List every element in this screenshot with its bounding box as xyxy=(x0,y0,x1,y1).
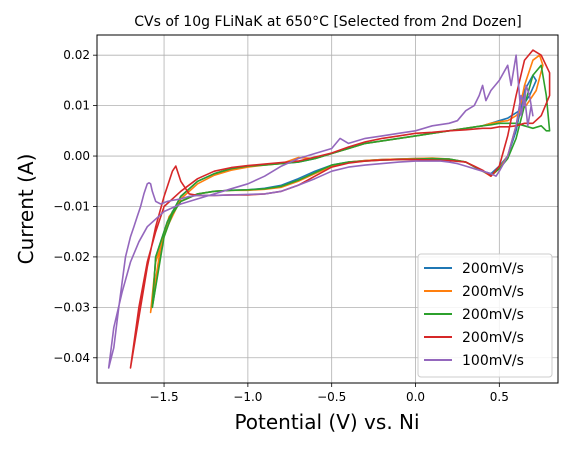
series-line-5 xyxy=(107,54,534,369)
legend-label-2: 200mV/s xyxy=(462,284,524,300)
y-tick-label: −0.02 xyxy=(53,250,90,264)
x-tick-label: −0.5 xyxy=(317,390,346,404)
legend-label-5: 100mV/s xyxy=(462,353,524,369)
chart-title: CVs of 10g FLiNaK at 650°C [Selected fro… xyxy=(134,14,521,30)
x-tick-label: −1.5 xyxy=(149,390,178,404)
legend-label-3: 200mV/s xyxy=(462,307,524,323)
plot-frame xyxy=(96,34,559,384)
legend: 200mV/s 200mV/s 200mV/s 200mV/s 100mV/s xyxy=(417,253,553,378)
series-line-2 xyxy=(149,54,544,314)
x-tick-label: −1.0 xyxy=(233,390,262,404)
y-tick-label: −0.01 xyxy=(53,199,90,213)
x-tick-label: 0.5 xyxy=(490,390,509,404)
y-tick-label: −0.03 xyxy=(53,300,90,314)
y-tick-label: 0.00 xyxy=(63,149,90,163)
legend-box xyxy=(417,253,553,378)
y-tick-label: 0.02 xyxy=(63,48,90,62)
x-axis-title: Potential (V) vs. Ni xyxy=(234,410,419,434)
y-axis-title: Current (A) xyxy=(14,154,38,265)
plot-series xyxy=(107,49,551,369)
axis-ticks: −1.5 −1.0 −0.5 0.0 0.5 −0.04 −0.03 −0.02 −0.01 0.… xyxy=(53,48,509,404)
x-tick-label: 0.0 xyxy=(406,390,425,404)
y-tick-label: 0.01 xyxy=(63,99,90,113)
y-tick-label: −0.04 xyxy=(53,351,90,365)
series-line-3 xyxy=(151,64,551,309)
legend-label-4: 200mV/s xyxy=(462,330,524,346)
legend-label-1: 200mV/s xyxy=(462,261,524,277)
